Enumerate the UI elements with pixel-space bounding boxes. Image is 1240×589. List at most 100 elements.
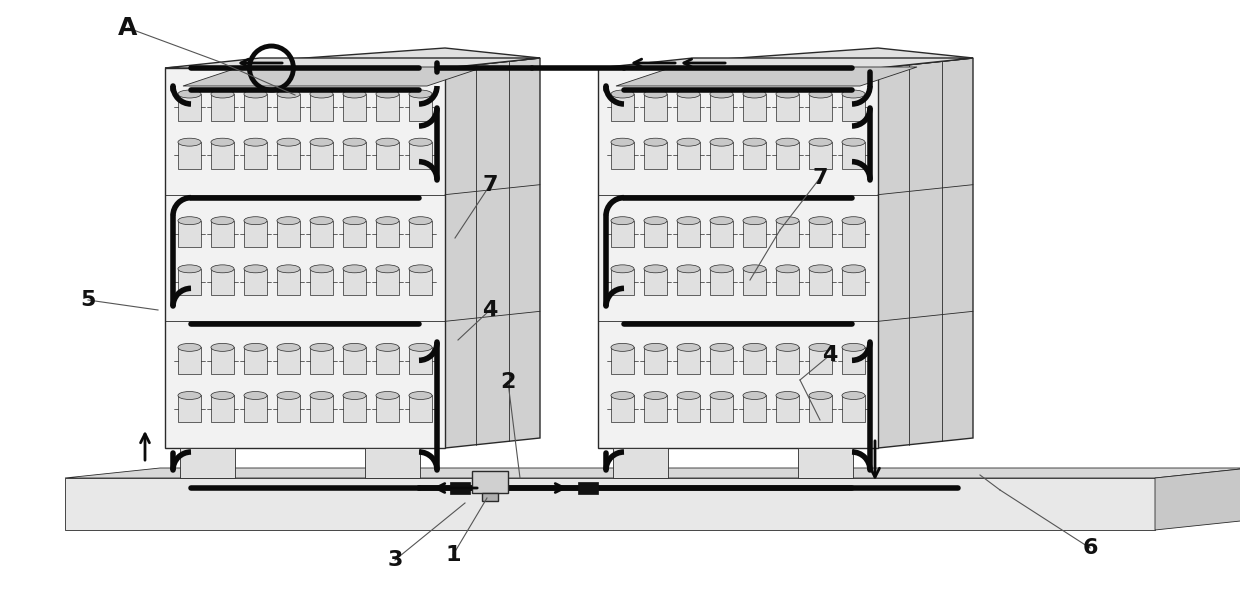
Ellipse shape — [611, 138, 634, 146]
Bar — [776, 269, 799, 295]
Bar — [244, 142, 267, 168]
Bar — [711, 221, 733, 247]
Ellipse shape — [743, 265, 766, 273]
Bar — [677, 94, 701, 121]
Ellipse shape — [776, 138, 799, 146]
Ellipse shape — [842, 265, 866, 273]
Bar — [310, 142, 334, 168]
Ellipse shape — [343, 265, 366, 273]
Text: 7: 7 — [812, 168, 828, 188]
Ellipse shape — [310, 392, 334, 399]
Bar — [179, 348, 201, 374]
Ellipse shape — [376, 90, 399, 98]
Ellipse shape — [277, 265, 300, 273]
Text: 5: 5 — [81, 290, 95, 310]
Ellipse shape — [677, 343, 701, 351]
Ellipse shape — [611, 343, 634, 351]
Ellipse shape — [343, 90, 366, 98]
Polygon shape — [598, 58, 973, 68]
Ellipse shape — [376, 217, 399, 224]
Ellipse shape — [376, 265, 399, 273]
Ellipse shape — [277, 90, 300, 98]
Bar — [611, 269, 634, 295]
Ellipse shape — [310, 265, 334, 273]
Ellipse shape — [808, 343, 832, 351]
Ellipse shape — [343, 217, 366, 224]
Ellipse shape — [409, 90, 432, 98]
Ellipse shape — [842, 217, 866, 224]
Polygon shape — [165, 48, 539, 68]
Bar — [211, 221, 234, 247]
Ellipse shape — [776, 265, 799, 273]
Bar — [472, 471, 508, 493]
Bar — [409, 269, 432, 295]
Bar — [644, 221, 667, 247]
Ellipse shape — [343, 343, 366, 351]
Ellipse shape — [179, 90, 201, 98]
Bar — [409, 395, 432, 422]
Polygon shape — [598, 48, 973, 68]
Bar — [808, 142, 832, 168]
Bar — [343, 269, 366, 295]
Ellipse shape — [277, 138, 300, 146]
Ellipse shape — [179, 392, 201, 399]
Ellipse shape — [644, 138, 667, 146]
Ellipse shape — [611, 90, 634, 98]
Ellipse shape — [743, 138, 766, 146]
Bar — [613, 448, 668, 478]
Bar — [842, 221, 866, 247]
Bar — [211, 348, 234, 374]
Ellipse shape — [743, 217, 766, 224]
Bar — [808, 395, 832, 422]
Polygon shape — [184, 67, 484, 86]
Ellipse shape — [277, 392, 300, 399]
Ellipse shape — [244, 138, 267, 146]
Ellipse shape — [179, 138, 201, 146]
Bar — [808, 221, 832, 247]
Ellipse shape — [743, 392, 766, 399]
Ellipse shape — [644, 90, 667, 98]
Ellipse shape — [743, 343, 766, 351]
Ellipse shape — [611, 265, 634, 273]
Bar — [180, 448, 236, 478]
Ellipse shape — [310, 90, 334, 98]
Bar — [343, 395, 366, 422]
Polygon shape — [64, 468, 1240, 478]
Bar — [244, 221, 267, 247]
Ellipse shape — [842, 343, 866, 351]
Polygon shape — [165, 58, 539, 68]
Bar — [842, 94, 866, 121]
Ellipse shape — [211, 138, 234, 146]
Ellipse shape — [677, 90, 701, 98]
Bar — [743, 395, 766, 422]
Ellipse shape — [677, 265, 701, 273]
Ellipse shape — [808, 217, 832, 224]
Bar — [310, 94, 334, 121]
Polygon shape — [64, 478, 1154, 530]
Bar — [244, 94, 267, 121]
Ellipse shape — [179, 265, 201, 273]
Bar — [482, 493, 498, 501]
Ellipse shape — [776, 392, 799, 399]
Bar — [343, 221, 366, 247]
Bar — [776, 348, 799, 374]
Ellipse shape — [743, 90, 766, 98]
Bar — [277, 142, 300, 168]
Bar — [808, 269, 832, 295]
Bar — [310, 269, 334, 295]
Bar — [711, 395, 733, 422]
Bar — [711, 269, 733, 295]
Ellipse shape — [644, 392, 667, 399]
Ellipse shape — [211, 217, 234, 224]
Bar — [677, 221, 701, 247]
Bar — [277, 94, 300, 121]
Ellipse shape — [277, 343, 300, 351]
Ellipse shape — [244, 343, 267, 351]
Bar — [611, 94, 634, 121]
Polygon shape — [445, 58, 539, 448]
Bar — [842, 348, 866, 374]
Bar — [842, 395, 866, 422]
Ellipse shape — [376, 138, 399, 146]
Ellipse shape — [409, 265, 432, 273]
Ellipse shape — [244, 90, 267, 98]
